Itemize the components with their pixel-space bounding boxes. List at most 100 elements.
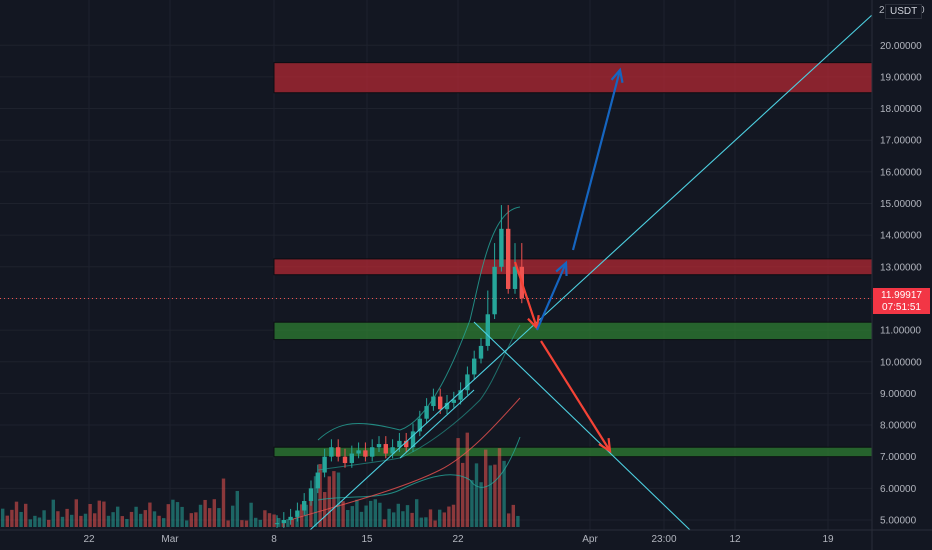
moving-average <box>289 397 521 521</box>
volume-bar <box>502 460 506 527</box>
bar-countdown: 07:51:51 <box>882 302 921 313</box>
volume-bar <box>221 478 226 527</box>
candle-body <box>390 447 395 454</box>
volume-bar <box>231 505 235 527</box>
volume-bar <box>410 512 414 527</box>
volume-bar <box>369 500 373 527</box>
candle-body <box>478 345 484 359</box>
y-tick-label: 19.00000 <box>880 72 922 83</box>
candle-body <box>281 520 286 524</box>
y-tick-label: 15.00000 <box>880 199 922 210</box>
volume-bar <box>79 515 83 527</box>
volume-bar <box>203 499 207 527</box>
y-tick-label: 8.00000 <box>880 421 917 432</box>
volume-bar <box>488 465 492 527</box>
volume-bar <box>277 517 281 527</box>
candle-body <box>506 228 511 289</box>
volume-bar <box>249 502 253 527</box>
y-tick-label: 14.00000 <box>880 231 922 242</box>
price-zone-support <box>273 321 873 341</box>
y-tick-label: 5.00000 <box>880 516 917 527</box>
volume-bar <box>134 506 138 527</box>
volume-bar <box>226 520 230 527</box>
descending-trendline <box>473 321 691 531</box>
volume-bar <box>125 519 129 527</box>
volume-bar <box>507 513 511 527</box>
candle-body <box>356 450 361 454</box>
bull-arrow-1-head <box>555 260 568 277</box>
candle-body <box>342 456 348 464</box>
volume-bar <box>70 514 74 527</box>
volume-bar <box>162 518 166 527</box>
volume-bar <box>474 463 479 527</box>
candle-body <box>336 447 341 457</box>
volume-bar <box>396 503 400 527</box>
volume-bar <box>364 505 368 527</box>
candle-body <box>472 358 477 375</box>
volume-bar <box>438 509 442 527</box>
y-tick-label: 18.00000 <box>880 104 922 115</box>
volume-bar <box>111 512 115 527</box>
volume-bar <box>5 515 9 527</box>
short-trendline <box>399 389 475 459</box>
volume-bar <box>451 504 456 527</box>
volume-bar <box>313 476 318 527</box>
volume-bar <box>433 520 437 527</box>
candle-body <box>438 396 443 410</box>
volume-bar <box>194 512 198 527</box>
candle-body <box>410 431 416 448</box>
volume-bar <box>300 504 304 527</box>
candle-body <box>322 456 327 473</box>
volume-bar <box>56 511 60 527</box>
x-tick-label: 15 <box>361 534 373 545</box>
volume-bar <box>240 520 244 527</box>
drawings <box>309 14 873 531</box>
y-tick-label: 16.00000 <box>880 167 922 178</box>
candle-body <box>485 314 490 346</box>
volume-bar <box>286 519 290 527</box>
volume-bar <box>479 482 483 527</box>
bull-arrow-1 <box>535 262 568 331</box>
candle-body <box>499 228 504 267</box>
volume-bar <box>272 514 276 527</box>
volume-bar <box>10 509 14 527</box>
volume-bar <box>189 513 193 527</box>
candle-body <box>376 444 382 448</box>
bear-arrow-2 <box>540 340 611 452</box>
volume-bar <box>244 520 249 527</box>
volume-bar <box>415 499 419 527</box>
volume-bar <box>88 503 92 527</box>
x-tick-label: Apr <box>582 534 598 545</box>
volume-bar <box>235 490 239 527</box>
volume-bar <box>428 509 433 527</box>
currency-badge[interactable]: USDT <box>885 4 923 19</box>
volume-bar <box>175 502 180 527</box>
time-axis[interactable]: 22 Mar 8 15 22 Apr 23:00 12 19 <box>83 534 834 545</box>
candle-body <box>492 266 497 315</box>
y-tick-label: 6.00000 <box>880 484 917 495</box>
candle-body <box>424 406 429 419</box>
candle-body <box>370 447 375 457</box>
volume-bar <box>143 510 147 527</box>
last-price-label: 11.99917 07:51:51 <box>873 288 930 314</box>
candle-body <box>404 440 409 448</box>
x-tick-label: 22 <box>452 534 464 545</box>
x-tick-label: 22 <box>83 534 95 545</box>
volume-bar <box>93 513 97 527</box>
volume-bar <box>290 518 295 527</box>
x-tick-label: 23:00 <box>651 534 676 545</box>
volume-bar <box>258 519 262 527</box>
candle-body <box>274 523 280 525</box>
volume-bar <box>484 449 488 527</box>
volume-bar <box>129 511 134 527</box>
volume-bar <box>97 500 101 527</box>
volume-bar <box>516 515 520 527</box>
volume-bar <box>102 501 106 527</box>
volume-bar <box>47 519 51 527</box>
volume-bar <box>19 511 23 527</box>
candle-body <box>363 450 368 457</box>
volume-bar <box>392 512 396 527</box>
volume-bar <box>447 506 451 527</box>
candle-body <box>308 488 314 502</box>
